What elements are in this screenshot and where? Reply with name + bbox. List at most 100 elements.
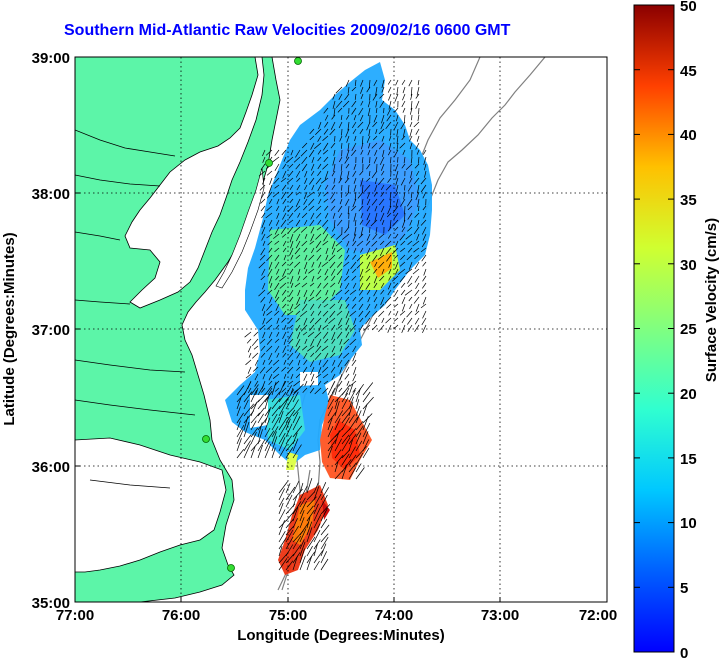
velocity-arrow	[301, 163, 308, 172]
velocity-arrow	[243, 440, 251, 452]
velocity-arrow	[264, 393, 270, 410]
velocity-arrow	[366, 254, 371, 260]
velocity-arrow	[296, 331, 301, 339]
velocity-arrow	[407, 240, 413, 245]
velocity-arrow	[247, 387, 252, 394]
velocity-arrow	[253, 345, 259, 350]
velocity-arrow	[345, 254, 350, 261]
velocity-arrow	[331, 324, 336, 331]
velocity-arrow	[327, 417, 333, 431]
velocity-arrow	[309, 317, 315, 324]
pamlico-sound	[75, 437, 227, 573]
velocity-arrow	[271, 381, 277, 396]
velocity-arrow	[370, 219, 378, 227]
velocity-arrow	[262, 282, 266, 290]
velocity-arrow	[279, 282, 287, 289]
velocity-arrow	[379, 100, 385, 108]
velocity-arrow	[261, 212, 266, 219]
velocity-arrow	[243, 403, 254, 417]
velocity-arrow	[331, 226, 336, 232]
velocity-arrow	[293, 156, 301, 163]
velocity-arrow	[299, 500, 308, 515]
velocity-arrow	[260, 163, 266, 170]
velocity-arrow	[278, 558, 288, 571]
velocity-arrow	[267, 387, 273, 395]
velocity-arrow	[261, 219, 266, 229]
velocity-arrow	[355, 440, 363, 452]
velocity-arrow	[387, 289, 392, 296]
velocity-arrow	[416, 135, 420, 142]
velocity-arrow	[252, 366, 259, 372]
velocity-arrow	[351, 100, 357, 108]
velocity-arrow	[310, 233, 315, 242]
velocity-arrow	[351, 142, 357, 151]
velocity-arrow	[308, 149, 315, 158]
velocity-arrow	[285, 494, 293, 508]
velocity-arrow	[351, 205, 357, 212]
colorbar-tick-labels: 50 45 40 35 30 25 20 15 10 5 0	[680, 0, 697, 659]
velocity-arrow	[407, 198, 413, 207]
velocity-arrow	[387, 233, 392, 239]
velocity-arrow	[338, 156, 343, 163]
velocity-arrow	[345, 114, 350, 120]
velocity-arrow	[266, 233, 273, 239]
velocity-arrow	[337, 275, 343, 285]
velocity-arrow	[281, 366, 287, 372]
velocity-arrow	[273, 177, 280, 184]
velocity-arrow	[296, 366, 301, 371]
velocity-arrow	[260, 352, 266, 358]
velocity-arrow	[399, 142, 406, 149]
velocity-arrow	[380, 184, 385, 190]
velocity-arrow	[359, 275, 364, 282]
velocity-arrow	[388, 310, 392, 316]
velocity-arrow	[306, 491, 315, 501]
velocity-arrow	[306, 555, 313, 571]
velocity-arrow	[292, 391, 299, 403]
map-title-bar: Southern Mid-Atlantic Raw Velocities 200…	[0, 22, 724, 44]
velocity-arrow	[303, 205, 308, 211]
velocity-arrow	[422, 233, 427, 241]
velocity-arrow	[323, 198, 329, 203]
velocity-arrow	[341, 142, 343, 149]
velocity-arrow	[310, 352, 315, 358]
velocity-arrow	[365, 317, 371, 325]
velocity-arrow	[281, 317, 287, 323]
grid-lines	[75, 57, 607, 602]
velocity-arrow	[322, 331, 329, 339]
velocity-arrow	[339, 135, 343, 142]
velocity-arrow	[353, 177, 357, 184]
velocity-arrow	[359, 268, 364, 278]
x-tick-labels: 77:00 76:00 75:00 74:00 73:00 72:00	[56, 607, 617, 624]
velocity-arrow	[355, 452, 364, 466]
velocity-arrow	[324, 212, 329, 219]
velocity-arrow	[324, 114, 329, 121]
y-tick-label: 39:00	[32, 50, 70, 67]
velocity-arrow	[332, 100, 336, 109]
velocity-arrow	[368, 128, 371, 137]
velocity-arrow	[379, 303, 385, 309]
velocity-arrow	[285, 518, 294, 529]
velocity-arrow	[320, 543, 327, 557]
velocity-arrow	[351, 359, 357, 367]
velocity-arrow	[268, 331, 273, 339]
velocity-arrow	[282, 268, 287, 277]
velocity-arrow	[353, 114, 357, 121]
velocity-arrow	[320, 558, 329, 571]
velocity-arrow	[318, 191, 322, 197]
velocity-arrow	[276, 317, 280, 324]
velocity-arrow	[367, 149, 371, 156]
velocity-arrow	[289, 198, 294, 204]
velocity-arrow	[278, 397, 289, 410]
velocity-arrow	[331, 275, 336, 282]
velocity-arrow	[271, 413, 278, 424]
velocity-arrow	[278, 502, 284, 515]
velocity-arrow	[257, 413, 264, 424]
velocity-arrow	[260, 205, 266, 212]
velocity-arrow	[345, 191, 350, 197]
velocity-arrow	[347, 86, 350, 94]
velocity-arrow	[366, 275, 371, 282]
velocity-arrow	[264, 406, 272, 417]
velocity-arrow	[371, 240, 378, 247]
velocity-arrow	[292, 544, 302, 557]
velocity-arrow	[380, 212, 385, 222]
